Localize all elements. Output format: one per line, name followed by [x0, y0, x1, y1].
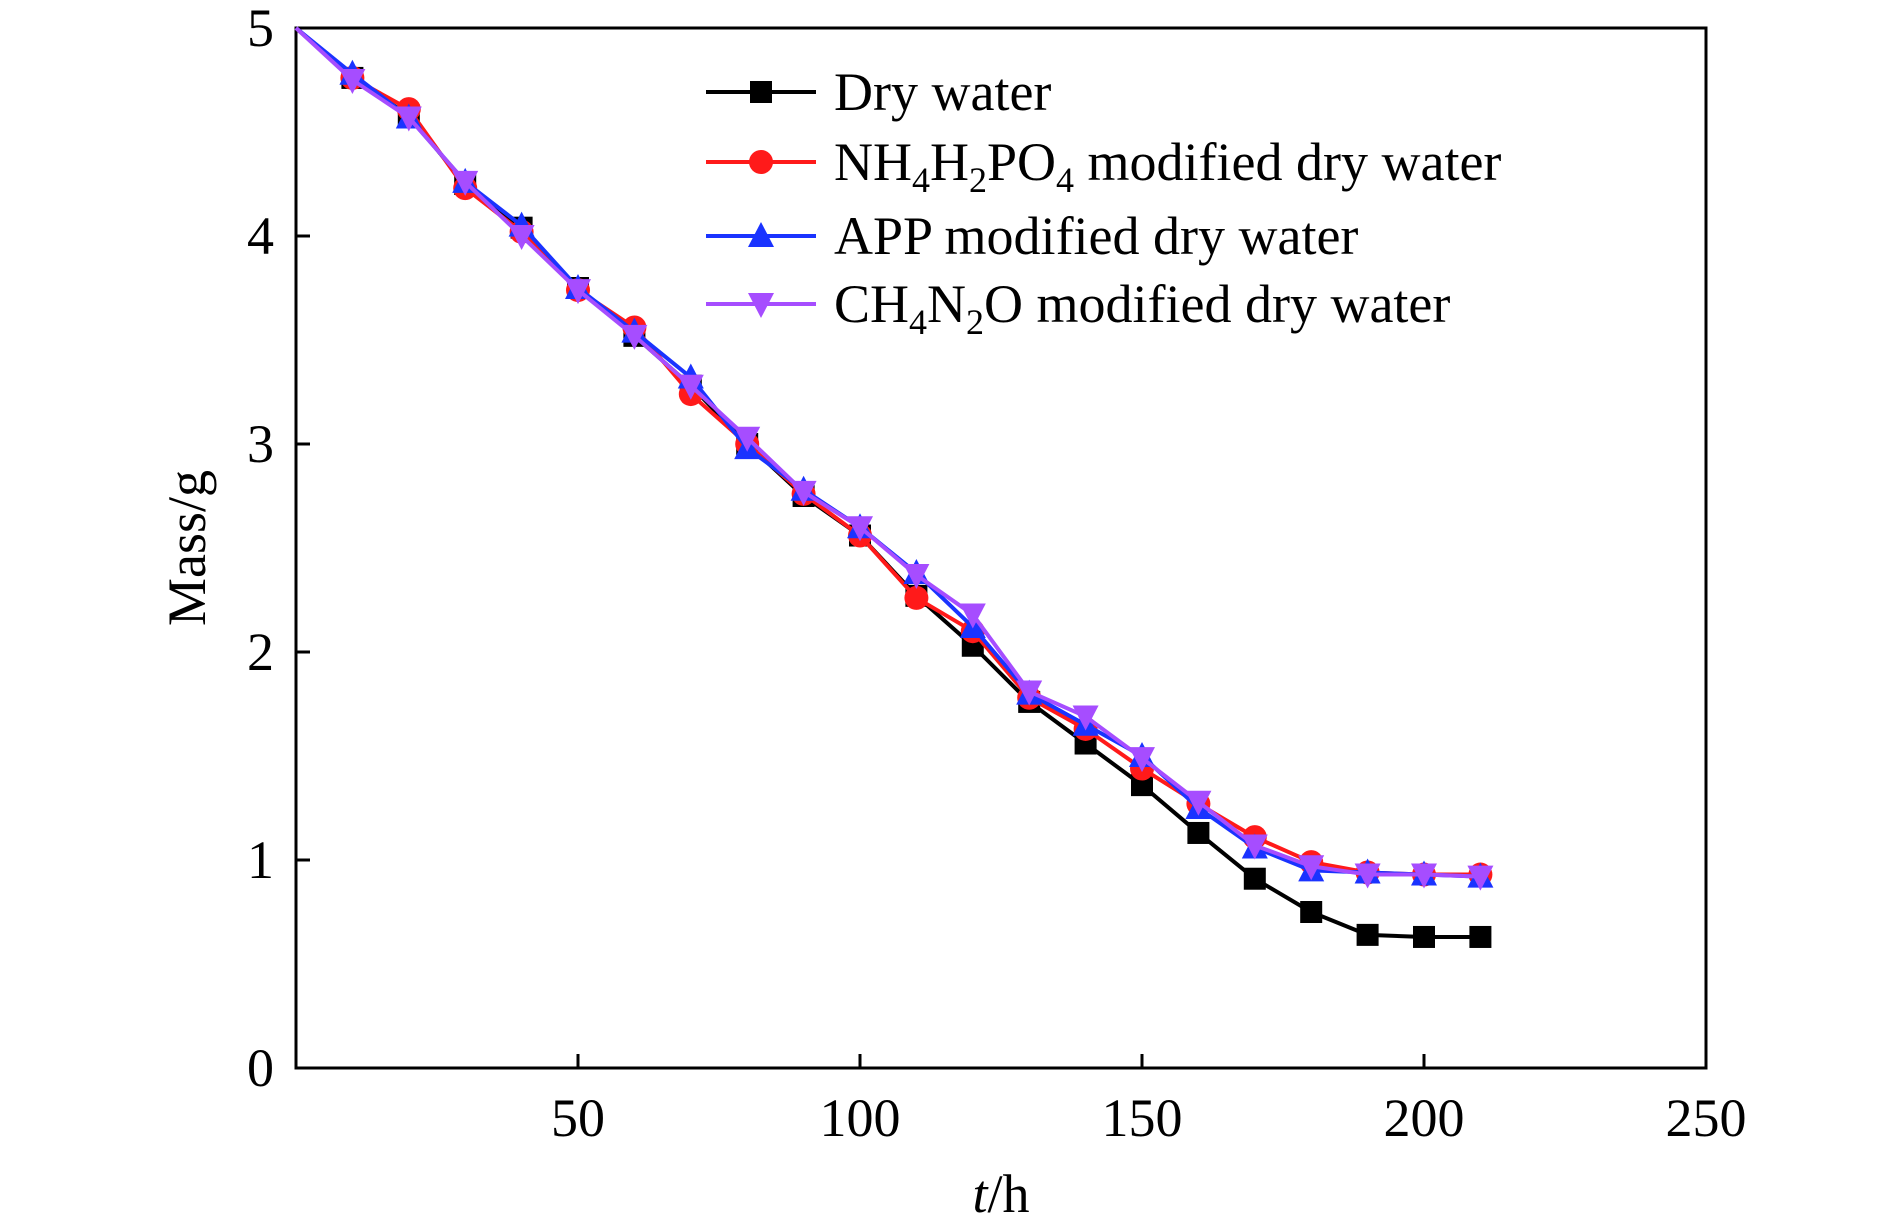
data-point — [1469, 925, 1492, 948]
legend-text: N — [927, 274, 966, 334]
x-axis-label-variable: t — [972, 1164, 989, 1222]
data-point — [677, 374, 704, 400]
data-point — [621, 324, 648, 350]
data-point — [1241, 834, 1268, 860]
legend-subscript: 2 — [966, 302, 984, 342]
legend-text: H — [930, 132, 969, 192]
legend-item: APP modified dry water — [706, 206, 1358, 266]
legend-subscript: 2 — [969, 160, 987, 200]
legend-subscript: 4 — [909, 302, 927, 342]
data-point — [1072, 705, 1099, 731]
legend-label: CH4N2O modified dry water — [834, 274, 1450, 342]
data-point — [1187, 821, 1210, 844]
y-tick-label: 4 — [247, 206, 274, 266]
x-axis-label-unit: /h — [988, 1164, 1030, 1222]
legend-text: APP modified dry water — [834, 206, 1358, 266]
legend-item: NH4H2PO4 modified dry water — [706, 132, 1501, 200]
legend-marker — [748, 222, 774, 247]
data-point — [1185, 790, 1212, 816]
data-point — [1129, 747, 1155, 773]
x-axis-ticks: 50 100 150 200 250 — [551, 1054, 1747, 1148]
data-point — [790, 480, 817, 506]
x-tick-label: 100 — [820, 1088, 901, 1148]
legend-marker — [749, 150, 773, 174]
data-point — [339, 69, 366, 94]
data-point — [1016, 680, 1043, 706]
x-tick-label: 50 — [551, 1088, 605, 1148]
series-group — [294, 26, 1494, 891]
data-point — [1354, 863, 1381, 889]
legend-text: Dry water — [834, 62, 1051, 122]
legend-marker — [750, 81, 772, 103]
y-axis-ticks: 0 1 2 3 4 5 — [247, 0, 310, 1098]
series-layer — [294, 26, 1494, 948]
y-tick-label: 3 — [247, 414, 274, 474]
x-axis-label: t/h — [972, 1164, 1029, 1222]
data-point — [1243, 867, 1266, 890]
data-point — [903, 564, 930, 590]
y-tick-label: 2 — [247, 622, 274, 682]
data-point — [734, 426, 761, 452]
data-point — [508, 225, 535, 250]
legend-marker — [748, 293, 774, 318]
data-point — [1300, 901, 1323, 923]
legend-text: O modified dry water — [984, 274, 1450, 334]
legend-text: modified dry water — [1074, 132, 1501, 192]
data-point — [565, 279, 591, 305]
plot-frame — [294, 26, 1708, 1070]
series-line — [294, 26, 1481, 879]
x-tick-label: 250 — [1666, 1088, 1747, 1148]
data-point — [1467, 865, 1494, 891]
data-point — [1298, 855, 1325, 881]
x-tick-label: 200 — [1384, 1088, 1465, 1148]
y-tick-label: 5 — [247, 0, 274, 58]
data-point — [452, 170, 479, 196]
legend-text: CH — [834, 274, 909, 334]
data-point — [1131, 774, 1153, 797]
y-tick-label: 1 — [247, 830, 274, 890]
legend-item: Dry water — [706, 62, 1051, 122]
legend-text: NH — [834, 132, 912, 192]
legend-label: APP modified dry water — [834, 206, 1358, 266]
legend-subscript: 4 — [1056, 160, 1074, 200]
data-point — [1413, 925, 1435, 948]
y-tick-label: 0 — [247, 1038, 274, 1098]
data-point — [1411, 863, 1437, 889]
legend-item: CH4N2O modified dry water — [706, 274, 1450, 342]
legend-label: NH4H2PO4 modified dry water — [834, 132, 1501, 200]
legend-subscript: 4 — [912, 160, 930, 200]
y-axis-label: Mass/g — [157, 470, 217, 626]
data-point — [904, 585, 929, 610]
data-point — [959, 603, 986, 629]
legend-label: Dry water — [834, 62, 1051, 122]
x-tick-label: 150 — [1102, 1088, 1183, 1148]
data-point — [1356, 923, 1379, 946]
legend-text: PO — [987, 132, 1056, 192]
data-point — [847, 516, 873, 542]
data-point — [395, 106, 422, 132]
